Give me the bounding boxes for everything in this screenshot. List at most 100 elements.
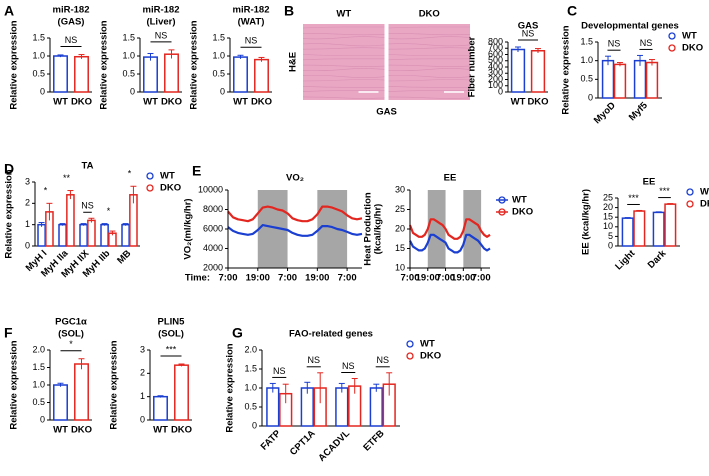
- legend-label: WT: [420, 339, 435, 350]
- y-tick-label: 1.5: [32, 362, 45, 372]
- y-tick-label: 1.0: [580, 55, 593, 65]
- y-tick-label: 200: [488, 74, 503, 84]
- x-tick-label: FATP: [259, 428, 284, 453]
- panel-label: D: [4, 161, 14, 177]
- y-tick-label: 1.5: [580, 36, 593, 46]
- significance-label: NS: [273, 366, 286, 376]
- x-tick-label: 7:00: [338, 273, 357, 284]
- y-tick-label: 0.5: [212, 68, 225, 78]
- fiber-texture: [388, 90, 470, 92]
- y-tick-label: 10: [395, 262, 405, 272]
- y-tick-label: 0.5: [122, 68, 135, 78]
- legend-label: WT: [700, 187, 709, 198]
- y-tick-label: 3: [25, 176, 30, 186]
- x-tick-label: 7:00: [278, 273, 297, 284]
- bar: [633, 59, 647, 99]
- fiber-texture: [388, 75, 471, 78]
- bar: [143, 56, 158, 93]
- x-tick-label: CPT1A: [288, 428, 318, 458]
- x-tick-label: WT: [511, 97, 526, 108]
- x-tick-label: WT: [233, 97, 248, 108]
- y-tick-label: 25: [603, 192, 613, 202]
- bar: [645, 61, 659, 99]
- bar: [58, 223, 67, 247]
- bar: [664, 203, 677, 247]
- significance-label: NS: [640, 38, 653, 48]
- fiber-texture: [388, 86, 470, 88]
- histology-image: [388, 24, 470, 100]
- bar: [266, 387, 280, 427]
- y-tick-label: 100: [488, 80, 503, 90]
- y-axis-label: Relative expression: [109, 340, 120, 429]
- x-tick-label: WT: [143, 97, 158, 108]
- bar: [613, 63, 627, 99]
- series-line: [408, 218, 491, 240]
- y-tick-label: 0: [220, 86, 225, 96]
- bar: [121, 223, 130, 247]
- fiber-texture: [388, 47, 471, 50]
- y-tick-label: 6000: [203, 223, 223, 233]
- x-tick-label: DKO: [161, 97, 182, 108]
- fiber-texture: [388, 79, 471, 82]
- legend-marker: [146, 184, 154, 192]
- x-tick-label: MB: [115, 248, 133, 266]
- y-axis-label: EE (kcal/kg/hr): [581, 189, 592, 255]
- fiber-texture: [302, 79, 385, 82]
- y-tick-label: 2: [25, 198, 30, 208]
- chart-title: (SOL): [58, 329, 84, 340]
- image-ylabel: H&E: [288, 52, 299, 72]
- dark-period: [317, 190, 348, 268]
- histology-image: [303, 24, 385, 100]
- panel-label: C: [567, 3, 577, 19]
- legend-marker: [668, 32, 676, 40]
- y-tick-label: 1.0: [244, 382, 257, 392]
- x-tick-label: 7:00: [218, 273, 237, 284]
- bar: [254, 58, 269, 93]
- significance-label: NS: [155, 30, 168, 40]
- fiber-texture: [302, 47, 385, 50]
- bar: [79, 223, 88, 247]
- bar: [164, 53, 179, 93]
- fiber-texture: [388, 58, 470, 61]
- y-tick-label: 0: [140, 414, 145, 424]
- chart-title: (SOL): [158, 329, 184, 340]
- y-tick-label: 30: [395, 184, 405, 194]
- y-axis-label: (kcal/kg/hr): [373, 204, 384, 255]
- series-line: [227, 224, 363, 237]
- legend-marker: [498, 196, 506, 204]
- legend-label: WT: [682, 31, 697, 42]
- significance-label: *: [44, 186, 48, 196]
- significance-label: ***: [659, 186, 670, 196]
- fiber-texture: [388, 64, 471, 67]
- significance-label: ***: [166, 344, 177, 354]
- x-tick-label: DKO: [171, 425, 192, 436]
- fiber-texture: [302, 96, 385, 99]
- y-tick-label: 10: [603, 221, 613, 231]
- chart-title: EE: [643, 177, 656, 188]
- chart-title: PLIN5: [158, 317, 186, 328]
- significance-label: ***: [628, 193, 639, 203]
- y-axis-label: Relative expression: [4, 169, 15, 258]
- y-tick-label: 3: [140, 344, 145, 354]
- y-tick-label: 600: [488, 49, 503, 59]
- fiber-texture: [302, 64, 385, 67]
- x-tick-label: WT: [153, 425, 168, 436]
- bar: [633, 210, 646, 247]
- significance-label: *: [128, 169, 132, 179]
- y-tick-label: 2.0: [32, 344, 45, 354]
- chart-title: EE: [444, 173, 457, 184]
- panel-label: E: [192, 163, 201, 179]
- x-tick-label: 7:00: [436, 273, 455, 284]
- significance-label: NS: [608, 39, 621, 49]
- significance-label: NS: [376, 355, 389, 365]
- y-tick-label: 25: [395, 204, 405, 214]
- y-tick-label: 0: [608, 240, 613, 250]
- dark-period: [427, 190, 446, 268]
- y-tick-label: 2.0: [244, 344, 257, 354]
- y-axis-label: Fiber number: [467, 36, 478, 97]
- x-tick-label: 7:00: [472, 273, 491, 284]
- panel-label: A: [4, 3, 14, 19]
- y-tick-label: 0: [252, 420, 257, 430]
- bar: [652, 211, 665, 247]
- chart-title: miR-182: [143, 5, 180, 16]
